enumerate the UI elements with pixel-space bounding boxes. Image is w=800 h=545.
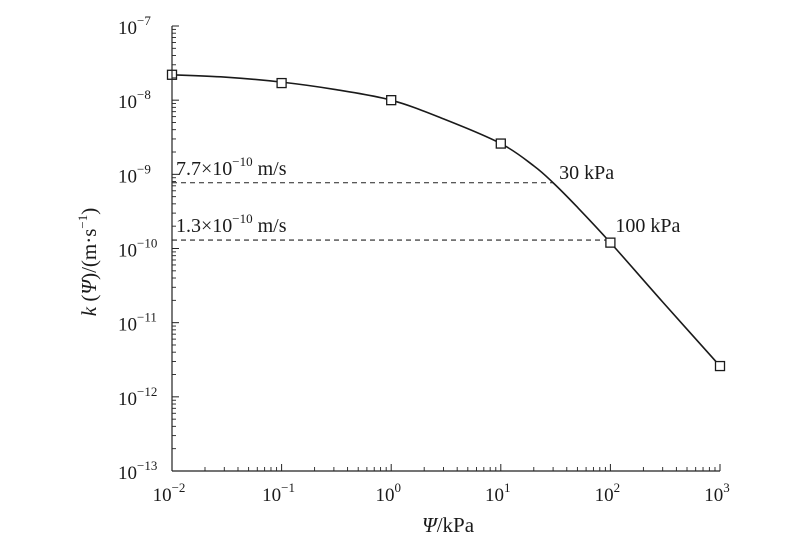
y-tick-label: 10−10 bbox=[118, 236, 157, 262]
axes: 10−2 10−1 100 101 102 103 10−7 10−8 10−9 10−10 10−… bbox=[118, 13, 730, 506]
y-axis-label: k (Ψ)/(m·s−1) bbox=[75, 208, 101, 317]
y-tick-label: 10−9 bbox=[118, 161, 151, 187]
y-tick-label: 10−13 bbox=[118, 458, 157, 484]
data-point-marker bbox=[386, 95, 397, 106]
x-tick-label: 10−2 bbox=[153, 480, 186, 506]
x-tick-label: 100 bbox=[375, 480, 401, 506]
point-annotation: 30 kPa bbox=[559, 162, 614, 184]
y-tick-label: 10−12 bbox=[118, 384, 157, 410]
data-point-marker bbox=[714, 360, 726, 372]
reference-value-label: 7.7×10−10 m/s bbox=[176, 154, 287, 180]
reference-lines: 7.7×10−10 m/s 30 kPa 1.3×10−10 m/s 100 kPa bbox=[172, 154, 681, 241]
data-point-marker bbox=[495, 138, 506, 149]
series-markers bbox=[166, 69, 726, 372]
reference-value-label: 1.3×10−10 m/s bbox=[176, 211, 287, 237]
x-axis-label: Ψ/kPa bbox=[422, 513, 475, 537]
point-annotation: 100 kPa bbox=[615, 215, 680, 237]
x-tick-label: 10−1 bbox=[262, 480, 295, 506]
y-tick-label: 10−8 bbox=[118, 87, 151, 113]
data-point-marker bbox=[605, 237, 616, 248]
y-tick-label: 10−11 bbox=[118, 310, 157, 336]
data-point-marker bbox=[276, 77, 287, 89]
x-tick-label: 102 bbox=[595, 480, 621, 506]
axis-labels: Ψ/kPa k (Ψ)/(m·s−1) bbox=[75, 208, 475, 537]
x-tick-label: 101 bbox=[485, 480, 511, 506]
x-tick-label: 103 bbox=[704, 480, 730, 506]
y-tick-label: 10−7 bbox=[118, 13, 151, 39]
